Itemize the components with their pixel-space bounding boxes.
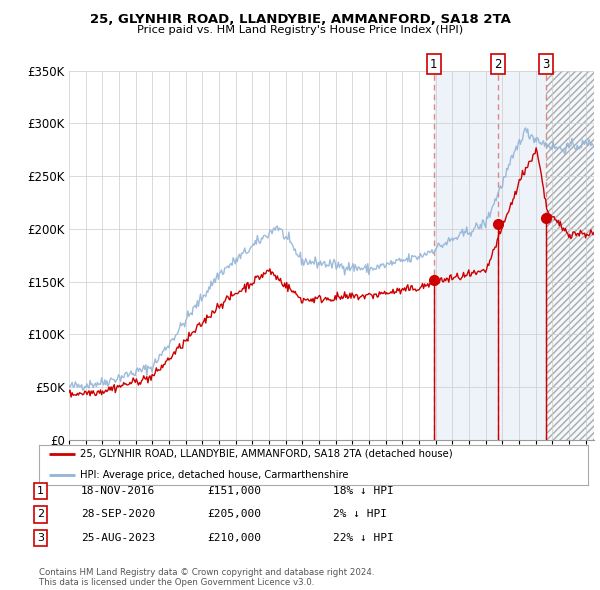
Text: 25, GLYNHIR ROAD, LLANDYBIE, AMMANFORD, SA18 2TA (detached house): 25, GLYNHIR ROAD, LLANDYBIE, AMMANFORD, … bbox=[80, 448, 453, 458]
Bar bbox=[547, 71, 594, 440]
Bar bbox=[498, 71, 547, 440]
Text: 22% ↓ HPI: 22% ↓ HPI bbox=[333, 533, 394, 543]
Text: £151,000: £151,000 bbox=[207, 486, 261, 496]
Bar bbox=[434, 71, 498, 440]
Text: 2% ↓ HPI: 2% ↓ HPI bbox=[333, 510, 387, 519]
Text: 25-AUG-2023: 25-AUG-2023 bbox=[81, 533, 155, 543]
Text: £210,000: £210,000 bbox=[207, 533, 261, 543]
Text: 2: 2 bbox=[494, 58, 502, 71]
Text: HPI: Average price, detached house, Carmarthenshire: HPI: Average price, detached house, Carm… bbox=[80, 470, 349, 480]
Text: 3: 3 bbox=[37, 533, 44, 543]
Text: 28-SEP-2020: 28-SEP-2020 bbox=[81, 510, 155, 519]
Text: Contains HM Land Registry data © Crown copyright and database right 2024.
This d: Contains HM Land Registry data © Crown c… bbox=[39, 568, 374, 587]
Text: 2: 2 bbox=[37, 510, 44, 519]
Text: 3: 3 bbox=[542, 58, 550, 71]
Text: £205,000: £205,000 bbox=[207, 510, 261, 519]
Text: 1: 1 bbox=[430, 58, 437, 71]
Text: 25, GLYNHIR ROAD, LLANDYBIE, AMMANFORD, SA18 2TA: 25, GLYNHIR ROAD, LLANDYBIE, AMMANFORD, … bbox=[89, 13, 511, 26]
Text: 1: 1 bbox=[37, 486, 44, 496]
Text: Price paid vs. HM Land Registry's House Price Index (HPI): Price paid vs. HM Land Registry's House … bbox=[137, 25, 463, 35]
Text: 18% ↓ HPI: 18% ↓ HPI bbox=[333, 486, 394, 496]
Text: 18-NOV-2016: 18-NOV-2016 bbox=[81, 486, 155, 496]
Bar bbox=[547, 71, 594, 440]
